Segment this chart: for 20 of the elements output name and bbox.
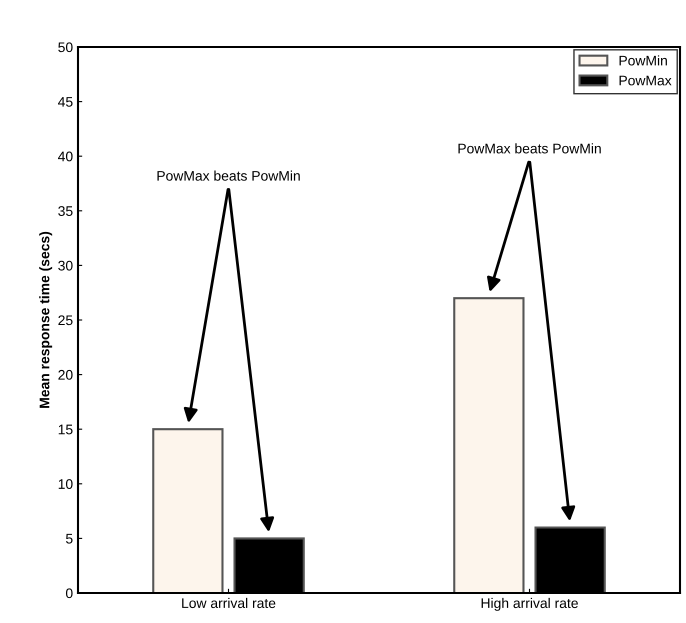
y-tick-label: 5 [66,534,73,544]
y-tick-label: 45 [58,97,73,107]
y-tick-label: 0 [66,588,73,598]
y-tick-label: 20 [58,370,73,380]
y-tick-label: 50 [58,42,73,52]
annotation: PowMax beats PowMin [157,170,300,181]
y-tick-label: 10 [58,479,73,489]
x-tick-label: Low arrival rate [182,598,276,608]
y-tick-label: 40 [58,152,73,162]
bar [453,297,525,593]
y-tick-label: 30 [58,260,73,271]
legend-label: PowMin [620,55,667,66]
legend-label: PowMax [620,76,672,86]
y-tick-label: 35 [58,206,73,216]
x-tick-label: High arrival rate [482,598,578,611]
bar [152,428,224,593]
y-tick-label: 15 [58,424,73,434]
y-axis-title: Mean response time (secs) [39,232,52,408]
y-tick-label: 25 [58,315,73,326]
annotation: PowMax beats PowMin [458,143,601,154]
